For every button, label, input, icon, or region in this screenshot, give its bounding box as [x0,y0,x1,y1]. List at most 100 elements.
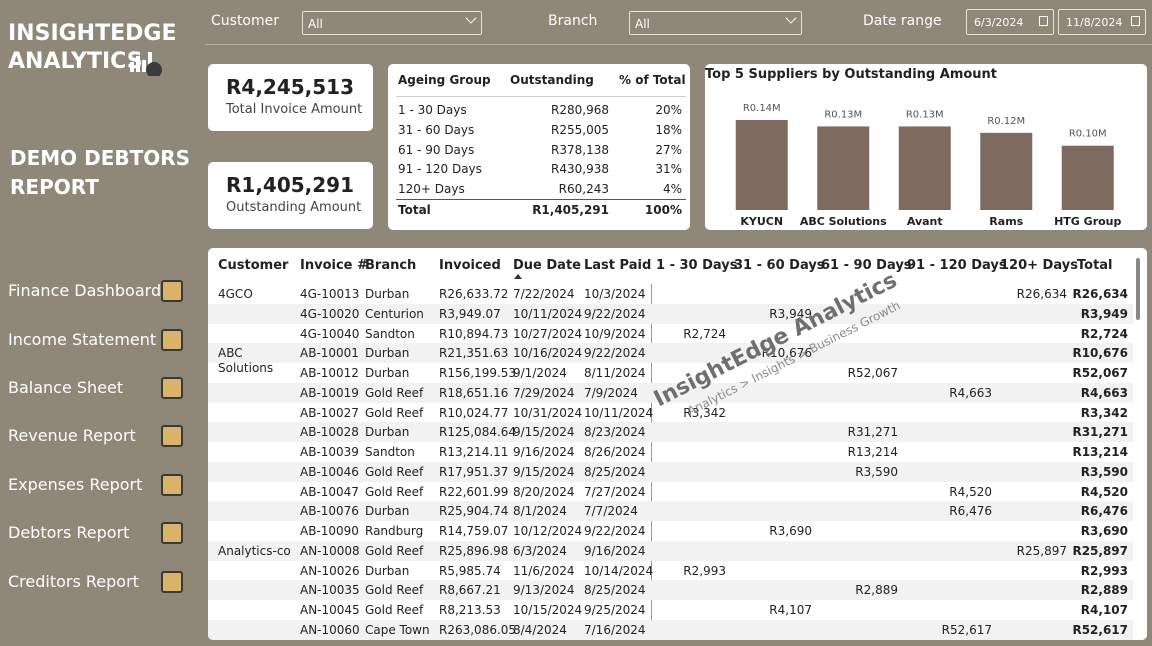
table-cell: AN-10008 [300,543,360,558]
table-cell: 10/11/2024 [584,405,654,420]
table-cell: Analytics-co [218,543,291,558]
value-label: R0.12M [987,116,1025,127]
table-cell: 9/15/2024 [513,425,575,440]
table-cell: R3,949 [1080,306,1128,321]
nav-item[interactable]: Balance Sheet [8,378,124,397]
table-cell: R52,067 [1072,366,1128,380]
table-cell: 7/16/2024 [584,622,646,637]
table-cell: R13,214.11 [439,445,509,459]
table-cell: R4,107 [769,603,812,617]
bar [1061,145,1114,210]
table-cell: 10/14/2024 [584,563,654,578]
table-cell: 8/25/2024 [584,464,646,479]
date-input[interactable]: 11/8/2024 [1058,9,1146,35]
table-cell: 8/26/2024 [584,445,646,459]
nav-icon [161,377,183,399]
ageing-cell: 18% [655,122,682,137]
chart-title: Top 5 Suppliers by Outstanding Amount [705,67,997,82]
nav-item[interactable]: Revenue Report [8,426,136,445]
kpi-value: R4,245,513 [226,75,355,99]
category-label: Rams [989,215,1023,228]
table-cell: 8/11/2024 [584,366,646,380]
table-cell: R4,520 [949,484,992,499]
ageing-cell: R430,938 [551,162,609,177]
table-cell: R2,993 [683,563,726,578]
table-cell: R6,476 [1080,504,1128,519]
table-cell: R14,759.07 [439,524,509,538]
ageing-cell: 31% [655,162,682,177]
table-header: Total [1077,258,1113,273]
table-cell: R4,520 [1080,484,1128,499]
table-cell: AB-10046 [300,464,359,479]
nav-item[interactable]: Finance Dashboard [8,281,162,300]
table-cell: 7/29/2024 [513,385,575,400]
table-cell: 8/1/2024 [513,504,567,519]
kpi-label: Total Invoice Amount [226,102,363,117]
table-row-band [208,580,1133,600]
category-label: ABC Solutions [800,215,887,228]
table-cell: R263,086.05 [439,622,517,637]
value-label: R0.13M [906,109,944,120]
ageing-cell: 31 - 60 Days [398,122,475,137]
ageing-header-line [396,96,686,97]
nav-item[interactable]: Expenses Report [8,475,143,494]
table-cell: AB-10027 [300,405,359,420]
table-cell: 9/25/2024 [584,603,646,617]
nav-item[interactable]: Creditors Report [8,572,139,591]
table-cell: AB-10090 [300,524,359,538]
filter-bar-line [205,44,1152,45]
table-row-band [208,382,1133,403]
scrollbar [1136,258,1140,320]
table-cell: R3,690 [769,524,812,538]
table-cell: R25,897 [1072,543,1128,558]
table-cell: 10/15/2024 [513,603,583,617]
table-cell: R3,949 [769,306,812,321]
nav-item[interactable]: Debtors Report [8,523,130,542]
table-header: 61 - 90 Days [821,258,912,273]
table-cell: R10,676 [761,346,812,361]
logo-bar [148,52,152,72]
table-row-band [208,303,1133,324]
table-header: Due Date [513,258,581,273]
invoice-table: Customer Invoice # Branch Invoiced Due Date L… [208,248,1147,640]
table-cell: 8/23/2024 [584,425,646,440]
value-label: R0.14M [743,103,781,114]
table-cell: 6/3/2024 [513,543,567,558]
table-cell: Randburg [365,524,424,538]
table-cell: 4GCO [218,287,253,301]
table-cell: AB-10012 [300,366,359,380]
nav-icon [161,280,183,302]
category-label: Avant [907,215,943,228]
ageing-cell: R378,138 [551,142,609,157]
filter-dropdown[interactable]: All [629,11,802,35]
table-cell: R31,271 [1072,425,1128,440]
table-cell: 7/22/2024 [513,287,575,301]
filter-value: All [308,17,323,31]
nav-icon [161,329,183,351]
date-value: 11/8/2024 [1066,16,1123,29]
ageing-total: R1,405,291 [532,203,609,217]
table-header: 31 - 60 Days [734,258,825,273]
filter-dropdown[interactable]: All [302,11,482,35]
filter-label: Customer [211,13,280,29]
table-cell: AB-10047 [300,484,359,499]
ageing-total: 100% [644,203,682,217]
table-cell: 10/31/2024 [513,405,583,420]
ageing-cell: 61 - 90 Days [398,142,475,157]
ageing-total-line [396,199,686,200]
date-input[interactable]: 6/3/2024 [966,9,1054,35]
table-cell: Gold Reef [365,464,424,479]
table-cell: 9/22/2024 [584,524,646,538]
table-cell: Sandton [365,326,415,341]
table-cell: R52,617 [941,622,992,637]
table-cell: R2,993 [1080,563,1128,578]
table-cell: 10/9/2024 [584,326,646,341]
table-cell: R2,889 [1080,583,1128,598]
table-cell: R8,213.53 [439,603,501,617]
ageing-cell: 20% [655,103,682,117]
table-cell: AN-10026 [300,563,360,578]
nav-item[interactable]: Income Statement [8,330,157,349]
table-cell: AN-10035 [300,583,360,598]
ageing-cell: 4% [662,182,682,197]
